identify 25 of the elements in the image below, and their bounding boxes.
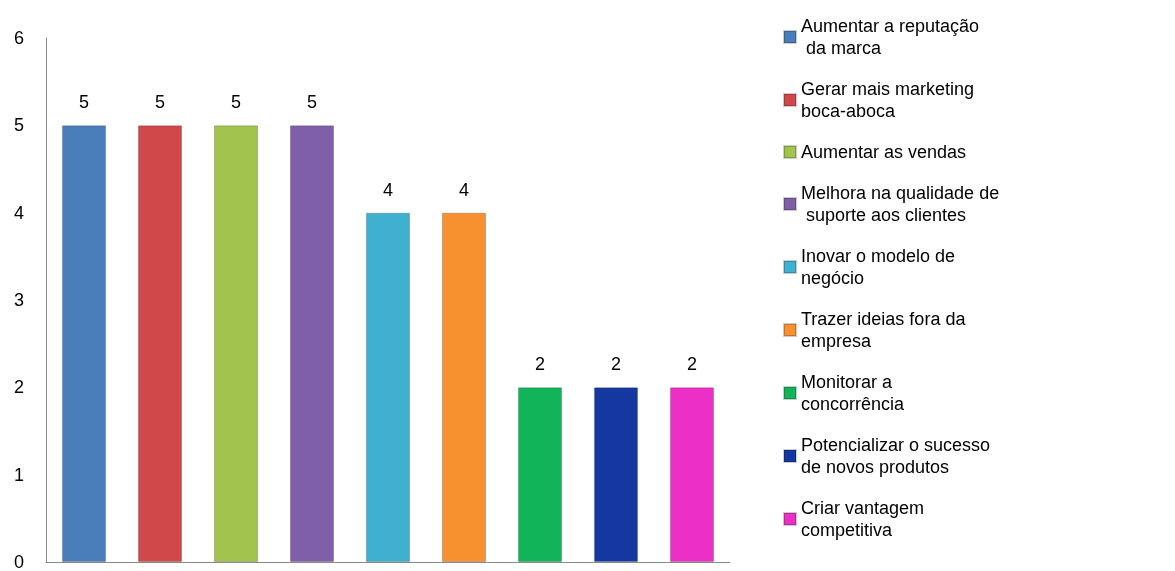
legend-label: Trazer ideias fora da empresa [801, 309, 971, 351]
y-tick-label: 5 [13, 115, 24, 136]
data-label: 5 [154, 92, 166, 113]
y-tick-label: 4 [13, 202, 24, 223]
data-label: 4 [382, 179, 394, 200]
y-tick-label: 3 [13, 290, 24, 310]
data-label: 4 [458, 179, 470, 200]
y-tick-label: 6 [13, 28, 24, 48]
data-label: 5 [78, 92, 90, 113]
legend-label: Potencializar o sucesso de novos produtos [801, 435, 996, 477]
legend-label: Inovar o modelo de negócio [801, 246, 961, 288]
legend-label: Gerar mais marketing boca-aboca [801, 79, 980, 121]
legend-label: Melhora na qualidade de suporte aos clientes [801, 183, 1000, 225]
legend-label: Criar vantagem competitiva [801, 498, 930, 540]
y-tick-label: 2 [13, 377, 24, 398]
data-label: 5 [230, 92, 242, 113]
legend-label: Aumentar a reputação da marca [801, 16, 980, 58]
data-label: 5 [306, 92, 318, 113]
legend-label: Monitorar a concorrência [801, 372, 906, 414]
data-label: 2 [610, 354, 622, 375]
legend-label: Aumentar as vendas [801, 142, 967, 162]
data-label: 2 [686, 354, 698, 375]
y-tick-label: 0 [13, 552, 24, 571]
y-tick-label: 1 [13, 464, 24, 485]
data-label: 2 [534, 354, 546, 375]
